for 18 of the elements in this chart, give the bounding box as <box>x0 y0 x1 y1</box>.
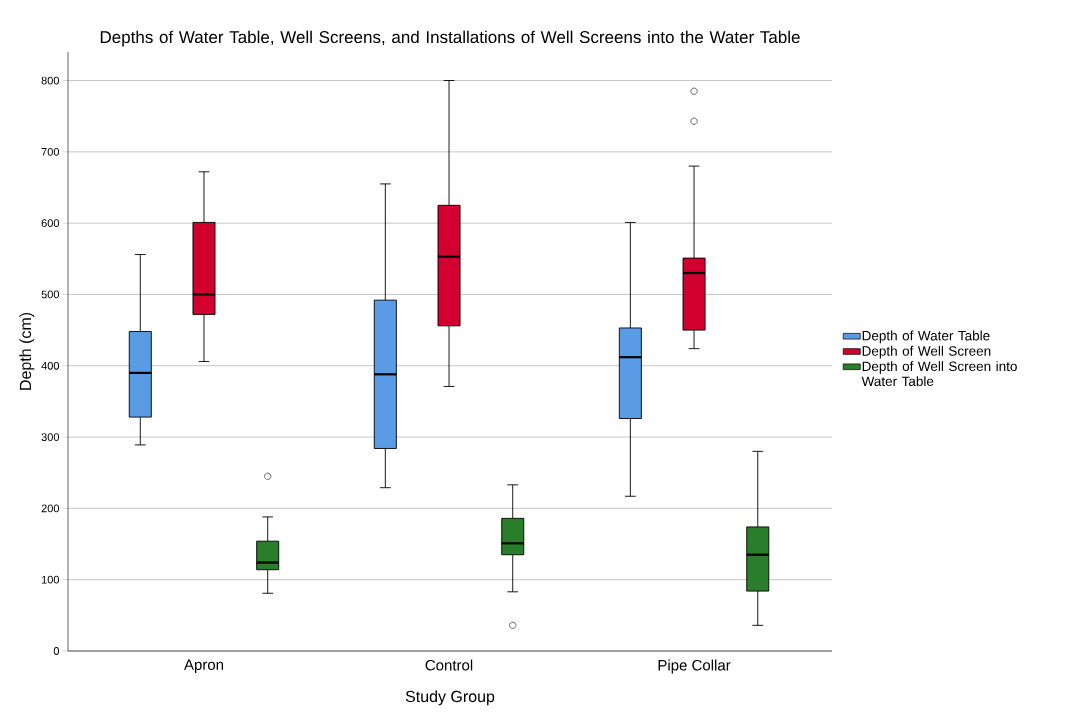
x-tick-label: Apron <box>184 659 224 673</box>
y-tick-label: 100 <box>41 575 60 584</box>
chart-title: Depths of Water Table, Well Screens, and Installations of Well Screens into the Water Table <box>100 30 800 47</box>
x-tick-label: Control <box>425 659 473 671</box>
y-tick-label: 800 <box>41 76 60 85</box>
legend-label: Depth of Well Screen into Water Table <box>861 361 1017 387</box>
y-tick-label: 200 <box>41 504 60 513</box>
x-axis-title: Study Group <box>405 690 495 706</box>
y-tick-label: 500 <box>41 290 60 299</box>
y-tick-label: 600 <box>41 219 60 228</box>
x-tick-label: Pipe Collar <box>658 659 731 674</box>
y-axis-title: Depth (cm) <box>19 312 35 390</box>
y-tick-label: 700 <box>41 147 60 156</box>
y-tick-label: 400 <box>41 361 60 370</box>
y-tick-label: 0 <box>53 647 60 655</box>
legend-label: Depth of Water Table <box>862 330 990 344</box>
legend-label: Depth of Well Screen <box>862 345 991 359</box>
y-tick-label: 300 <box>41 433 60 441</box>
